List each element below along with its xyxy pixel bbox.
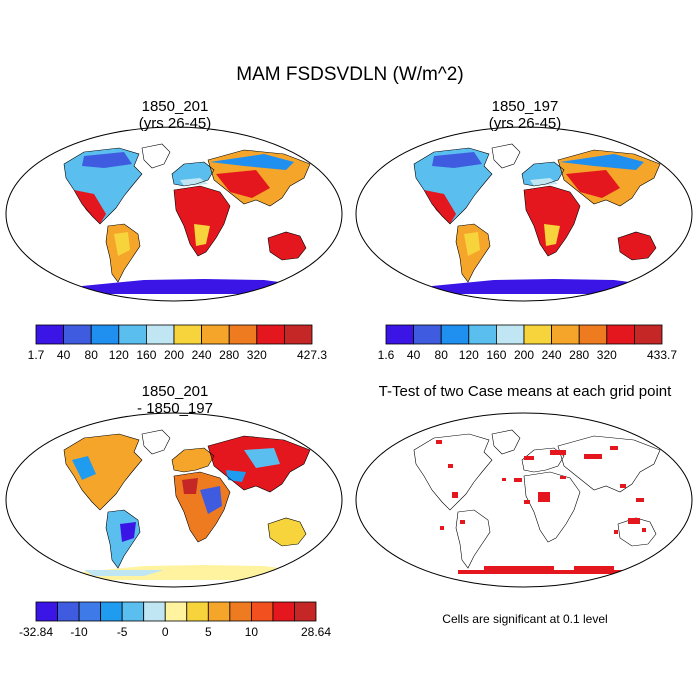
panel2-colorbar-tick-label: 320	[597, 348, 617, 362]
panel2-colorbar-swatch	[440, 324, 470, 345]
panel1-colorbar-tick-label: 320	[247, 348, 267, 362]
panel2-colorbar-swatch	[551, 324, 580, 345]
panel3-title-line1: 1850_201	[141, 383, 209, 400]
panel3-colorbar-tick-label: 5	[205, 625, 212, 639]
panel3-colorbar-tick-label: -5	[117, 625, 128, 639]
panel2-colorbar-tick-label: 40	[407, 348, 421, 362]
panel4-title: T-Test of two Case means at each grid po…	[378, 383, 672, 400]
panel2-colorbar-swatch	[495, 324, 525, 345]
panel2-colorbar-swatch	[578, 324, 608, 345]
panel1-colorbar-tick-label: 200	[164, 348, 184, 362]
panel2-colorbar-tick-label: 160	[486, 348, 506, 362]
panel3-colorbar-swatch	[250, 601, 274, 622]
figure-title: MAM FSDSVDLN (W/m^2)	[236, 64, 464, 85]
panel3-colorbar-tick-label: -10	[70, 625, 88, 639]
panel1-colorbar-swatch	[90, 324, 120, 345]
panel2-colorbar-tick-label: 200	[514, 348, 534, 362]
panel1-map	[5, 126, 343, 302]
panel2-colorbar-swatch	[413, 324, 442, 345]
panel3-colorbar-swatch	[294, 601, 317, 622]
panel2-colorbar-tick-label: 280	[569, 348, 589, 362]
panel2-colorbar: 1.6 40 80 120 160 200 240 280 320 433.7	[378, 324, 677, 362]
panel2-colorbar-swatch	[634, 324, 663, 345]
panel1-colorbar-swatch	[228, 324, 258, 345]
panel1-colorbar-swatch	[145, 324, 175, 345]
panel1-colorbar-tick-label: 427.3	[297, 348, 327, 362]
panel2-colorbar-tick-label: 433.7	[647, 348, 677, 362]
panel3-title-line2: - 1850_197	[137, 400, 213, 417]
panel1-colorbar-swatch	[35, 324, 65, 345]
panel1-colorbar-tick-label: 80	[85, 348, 99, 362]
panel1-colorbar-tick-label: 160	[136, 348, 156, 362]
panel1-colorbar-swatch	[118, 324, 147, 345]
panel2-map	[355, 126, 693, 302]
panel3-colorbar-tick-label: 28.64	[301, 625, 331, 639]
panel3-colorbar-swatch	[121, 601, 145, 622]
panel1-colorbar-tick-label: 40	[57, 348, 71, 362]
panel3-colorbar-swatch	[207, 601, 231, 622]
panel1-colorbar-swatch	[283, 324, 313, 345]
panel2-title-line1: 1850_197	[491, 98, 559, 115]
panel2-colorbar-tick-label: 240	[542, 348, 562, 362]
panel2-colorbar-swatch	[468, 324, 497, 345]
panel3-colorbar-swatch	[186, 601, 209, 622]
panel4-footnote: Cells are significant at 0.1 level	[442, 612, 608, 626]
panel3-colorbar-swatch	[78, 601, 102, 622]
panel1-colorbar-swatch	[173, 324, 203, 345]
panel3-colorbar-tick-label: 10	[245, 625, 259, 639]
panel3-title: 1850_201 - 1850_197	[0, 383, 350, 417]
panel1-colorbar-swatch	[201, 324, 230, 345]
panel1-colorbar-tick-label: 240	[192, 348, 212, 362]
panel1-colorbar-tick-label: 1.7	[28, 348, 45, 362]
panel2-colorbar-swatch	[606, 324, 635, 345]
panel3-colorbar: -32.84 -10 -5 0 5 10 28.64	[19, 601, 331, 639]
panel2-colorbar-tick-label: 80	[435, 348, 449, 362]
panel4-map	[355, 412, 693, 588]
panel1-colorbar: 1.7 40 80 120 160 200 240 280 320 427.3	[28, 324, 327, 362]
panel3-colorbar-swatch	[35, 601, 58, 622]
panel3-colorbar-tick-label: 0	[162, 625, 169, 639]
panel1-colorbar-tick-label: 280	[219, 348, 239, 362]
panel3-colorbar-swatch	[229, 601, 252, 622]
panel3-colorbar-swatch	[100, 601, 123, 622]
panel2-colorbar-swatch	[523, 324, 553, 345]
panel3-colorbar-swatch	[143, 601, 166, 622]
panel3-colorbar-swatch	[164, 601, 188, 622]
panel2-colorbar-swatch	[385, 324, 415, 345]
panel2-colorbar-tick-label: 120	[459, 348, 479, 362]
panel3-colorbar-tick-label: -32.84	[19, 625, 53, 639]
panel1-colorbar-swatch	[63, 324, 92, 345]
panel3-colorbar-swatch	[272, 601, 295, 622]
panel3-map	[5, 412, 343, 588]
panel2-colorbar-tick-label: 1.6	[378, 348, 395, 362]
panel1-colorbar-tick-label: 120	[109, 348, 129, 362]
panel1-title-line1: 1850_201	[141, 98, 209, 115]
panel3-colorbar-swatch	[57, 601, 80, 622]
panel1-colorbar-swatch	[256, 324, 285, 345]
